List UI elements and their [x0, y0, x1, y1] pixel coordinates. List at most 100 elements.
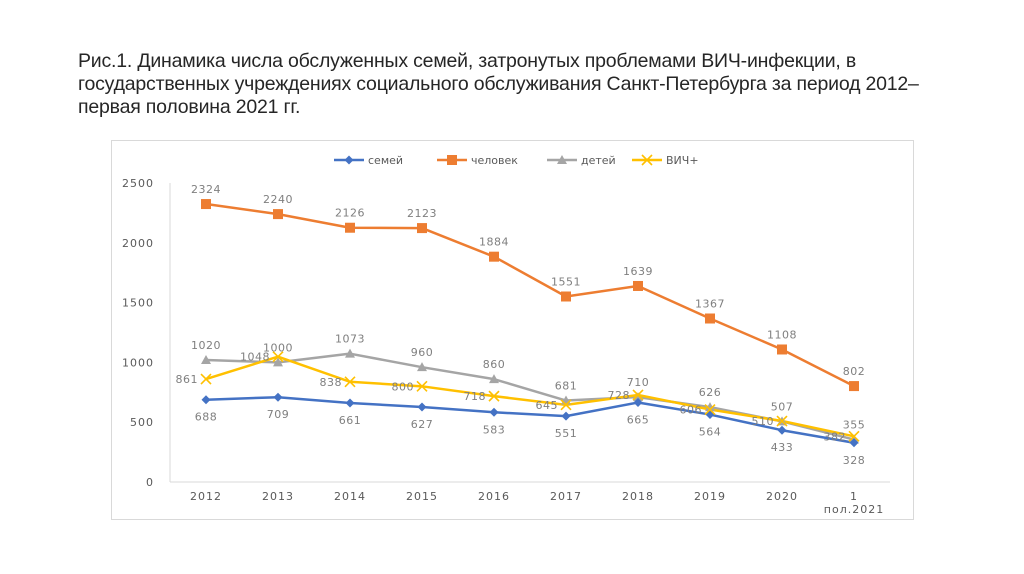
data-label: 507 [771, 400, 794, 413]
x-tick-label: пол.2021 [824, 503, 884, 516]
y-tick-label: 1500 [122, 297, 154, 310]
data-point-diamond [777, 425, 787, 435]
data-point-square [561, 291, 571, 302]
legend-item: детей [547, 154, 616, 167]
data-point-x [704, 403, 716, 416]
data-point-square [417, 223, 427, 234]
data-point-x [344, 376, 356, 388]
data-point-diamond [489, 407, 499, 417]
y-tick-label: 2500 [122, 177, 154, 190]
data-label: 1048 [240, 351, 270, 364]
x-tick-label: 2018 [622, 490, 654, 503]
data-label: 382 [824, 430, 847, 443]
data-point-square [633, 280, 643, 291]
data-label: 2324 [191, 183, 221, 196]
y-tick-label: 500 [130, 416, 154, 429]
x-tick-label: 2012 [190, 490, 222, 503]
data-point-diamond [849, 438, 859, 448]
data-point-triangle [489, 374, 499, 384]
legend-label: человек [471, 154, 518, 167]
data-point-x [488, 390, 500, 402]
data-point-triangle [345, 348, 355, 358]
data-point-diamond [345, 398, 355, 408]
data-label: 551 [555, 427, 578, 440]
data-point-diamond [201, 395, 211, 405]
x-tick-label: 2016 [478, 490, 510, 503]
data-label: 433 [771, 441, 794, 454]
data-label: 1000 [263, 341, 293, 354]
chart-frame: 0 500 1000 1500 2000 2500 2012 2013 2014 2015 2016… [111, 140, 914, 520]
data-label: 688 [195, 411, 218, 424]
data-label: 1884 [479, 236, 509, 249]
data-point-square [345, 222, 355, 233]
data-point-x [416, 380, 428, 392]
y-tick-label: 0 [146, 476, 154, 489]
data-label: 1551 [551, 276, 581, 289]
data-label: 627 [411, 418, 434, 431]
data-label: 2240 [263, 193, 293, 206]
x-tick-label: 2013 [262, 490, 294, 503]
data-point-diamond [705, 410, 715, 420]
data-point-triangle [201, 355, 211, 365]
legend-item: семей [334, 154, 403, 167]
data-label: 1367 [695, 298, 725, 311]
legend-item: ВИЧ+ [632, 154, 699, 167]
data-point-diamond [273, 392, 283, 402]
data-label: 510 [752, 415, 775, 428]
data-label: 728 [608, 389, 631, 402]
legend-item: человек [437, 154, 518, 167]
data-label: 606 [680, 404, 703, 417]
data-label: 1020 [191, 339, 221, 352]
data-label: 681 [555, 380, 578, 393]
x-tick-label: 2014 [334, 490, 366, 503]
data-label: 718 [464, 390, 487, 403]
series-line-3 [205, 355, 855, 438]
data-point-x [632, 389, 644, 401]
data-point-diamond [561, 411, 571, 421]
data-point-x [200, 373, 212, 385]
data-point-x [272, 351, 284, 363]
legend-label: семей [368, 154, 403, 167]
data-label: 665 [627, 413, 650, 426]
data-point-x [776, 415, 788, 427]
data-point-triangle [273, 357, 283, 367]
data-point-x [560, 399, 572, 411]
data-point-triangle [705, 402, 715, 412]
y-tick-label: 2000 [122, 237, 154, 250]
data-label: 709 [267, 408, 290, 421]
legend-label: детей [581, 154, 616, 167]
data-label: 860 [483, 358, 506, 371]
legend-label: ВИЧ+ [666, 154, 699, 167]
data-label: 355 [843, 419, 866, 432]
data-label: 960 [411, 346, 434, 359]
data-point-square [273, 209, 283, 220]
data-label: 1108 [767, 328, 797, 341]
data-point-square [777, 344, 787, 355]
x-tick-label: 1 [850, 490, 858, 503]
data-label: 645 [536, 399, 559, 412]
data-label: 802 [843, 365, 866, 378]
x-tick-label: 2019 [694, 490, 726, 503]
data-point-square [849, 381, 859, 392]
line-chart: 0 500 1000 1500 2000 2500 2012 2013 2014 2015 2016… [122, 154, 890, 516]
data-label: 564 [699, 426, 722, 439]
data-label: 861 [176, 373, 199, 386]
data-point-diamond [417, 402, 427, 412]
data-label: 838 [320, 376, 343, 389]
figure-caption: Рис.1. Динамика числа обслуженных семей,… [78, 50, 919, 118]
data-label: 328 [843, 454, 866, 467]
series-line-0 [205, 395, 855, 445]
data-label: 800 [392, 380, 415, 393]
x-tick-label: 2015 [406, 490, 438, 503]
legend-marker-icon [344, 155, 354, 165]
x-tick-label: 2017 [550, 490, 582, 503]
data-point-triangle [633, 392, 643, 402]
data-label: 1639 [623, 265, 653, 278]
legend-marker-icon [557, 155, 567, 164]
legend-marker-icon [447, 155, 457, 165]
legend-marker-icon [641, 154, 653, 166]
data-point-square [489, 251, 499, 262]
data-label: 583 [483, 423, 506, 436]
data-point-diamond [633, 397, 643, 407]
data-label: 661 [339, 414, 362, 427]
